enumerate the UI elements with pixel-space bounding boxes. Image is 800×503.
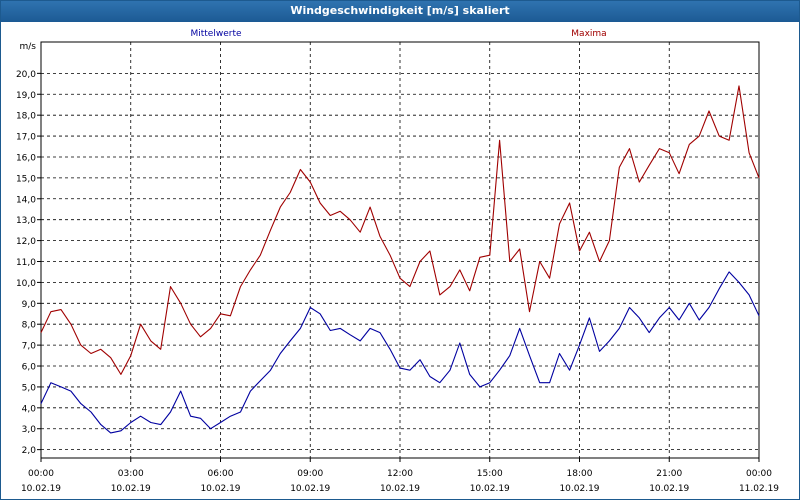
y-tick-label: 16,0 [16,153,36,163]
y-tick-label: 5,0 [22,383,37,393]
legend-mittelwerte: Mittelwerte [190,29,241,39]
legend-maxima: Maxima [571,29,606,39]
y-axis-label: m/s [20,42,37,52]
chart-area: 2,0 3,0 4,0 5,0 6,0 7,0 8,0 9,0 10,0 11,0 12,0 13,0… [1,22,799,499]
y-tick-label: 7,0 [22,342,37,352]
y-tick-label: 2,0 [22,446,37,456]
x-tick-date-label: 10.02.19 [290,484,330,494]
y-tick-label: 20,0 [16,70,36,80]
x-tick-date-label: 10.02.19 [200,484,240,494]
y-tick-label: 15,0 [16,174,36,184]
y-tick-label: 9,0 [22,300,37,310]
y-tick-label: 6,0 [22,363,37,373]
legend-layer: Mittelwerte Maxima [190,29,606,39]
wind-speed-chart: 2,0 3,0 4,0 5,0 6,0 7,0 8,0 9,0 10,0 11,0 12,0 13,0… [16,29,779,494]
x-tick-date-label: 10.02.19 [21,484,61,494]
y-tick-label: 3,0 [22,425,37,435]
y-tick-label: 10,0 [16,279,36,289]
axis-layer: 2,0 3,0 4,0 5,0 6,0 7,0 8,0 9,0 10,0 11,0 12,0 13,0… [16,41,779,494]
y-tick-label: 18,0 [16,112,36,122]
x-tick-date-label: 10.02.19 [649,484,689,494]
x-tick-date-label: 10.02.19 [470,484,510,494]
x-tick-time-label: 18:00 [567,469,593,479]
y-tick-label: 12,0 [16,237,36,247]
x-tick-date-label: 10.02.19 [380,484,420,494]
y-tick-label: 14,0 [16,195,36,205]
y-tick-label: 4,0 [22,404,37,414]
x-tick-time-label: 09:00 [297,469,323,479]
x-tick-time-label: 12:00 [387,469,413,479]
x-tick-time-label: 06:00 [208,469,234,479]
y-tick-label: 19,0 [16,91,36,101]
y-tick-label: 17,0 [16,133,36,143]
x-tick-time-label: 15:00 [477,469,503,479]
window-title: Windgeschwindigkeit [m/s] skaliert [1,1,799,22]
series-line-mittelwerte [40,271,760,434]
series-layer [40,85,760,434]
x-tick-time-label: 00:00 [28,469,54,479]
grid-layer [41,42,759,458]
y-tick-label: 8,0 [22,321,37,331]
y-tick-label: 11,0 [16,258,36,268]
y-tick-label: 13,0 [16,216,36,226]
x-tick-time-label: 00:00 [746,469,772,479]
series-line-maxima [40,85,760,375]
x-tick-date-label: 10.02.19 [111,484,151,494]
x-tick-date-label: 11.02.19 [739,484,779,494]
x-tick-date-label: 10.02.19 [559,484,599,494]
x-tick-time-label: 03:00 [118,469,144,479]
x-tick-time-label: 21:00 [656,469,682,479]
